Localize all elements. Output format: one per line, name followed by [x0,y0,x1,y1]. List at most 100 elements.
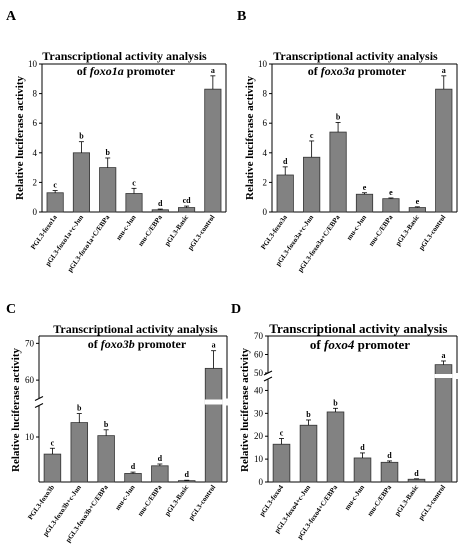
y-tick-label: 8 [263,89,268,99]
significance-label: d [283,157,288,166]
panel-title: Transcriptional activity analysis of fox… [42,49,209,78]
significance-label: a [212,341,216,350]
plot-area: 0246810cPGL3-foxo1abpGL3-foxo1a+c-JunbpG… [28,59,227,274]
category-label: PGL3-foxo3b [26,483,56,521]
title-of: of [77,64,88,78]
category-label: PGL3-foxo1a [29,213,59,251]
bar [408,207,426,213]
y-tick-label: 60 [25,375,35,385]
y-tick-label: 60 [254,350,264,360]
significance-label: b [333,398,338,407]
y-tick-label: 0 [33,207,38,217]
significance-label: c [53,181,57,190]
category-label: mu-C/EBPa [367,213,395,248]
significance-label: d [184,470,189,479]
bar [204,367,223,483]
y-tick-label: 10 [258,59,268,69]
significance-label: b [105,148,110,157]
significance-label: e [416,197,420,206]
title-of: of [308,64,319,78]
category-label: mu-C/EBPa [136,483,164,518]
bar [72,152,90,213]
significance-label: d [158,454,163,463]
category-label: pGL3-control [186,214,216,252]
category-label: pGL3-control [417,214,447,252]
y-axis-label: Relative luciferase activity [239,348,251,473]
bar [382,198,400,213]
bar [326,411,345,483]
bar [99,167,117,213]
bar [97,435,115,483]
y-tick-label: 50 [254,368,264,378]
significance-label: b [336,112,341,121]
title-of: of [310,337,322,352]
category-label: mu-c-Jun [115,213,138,241]
category-label: pGL3-Basic [163,484,190,518]
axis-break-mark [34,396,44,401]
title-suffix: promoter [358,337,411,352]
bar [204,88,222,213]
bar [434,364,453,483]
significance-label: e [389,188,393,197]
panel-label: D [231,302,241,317]
y-tick-label: 6 [33,118,38,128]
category-label: mu-c-Jun [343,483,366,511]
significance-label: b [306,410,311,419]
axis-break-mark [263,376,273,382]
bar [125,193,143,213]
plot-area: 0246810dPGL3-foxo3acpGL3-foxo3a+c-JunbpG… [258,59,458,274]
significance-label: b [77,404,82,413]
y-tick-label: 2 [33,177,38,187]
category-label: pGL3-control [187,484,217,522]
category-label: mu-c-Jun [345,213,368,241]
plot-area: 106070cPGL3-foxo3bbpGL3-foxo3b+c-JunbpGL… [25,335,228,544]
y-tick-label: 10 [28,59,38,69]
title-suffix: promoter [127,64,176,78]
title-gene: foxo4 [324,337,355,352]
title-gene: foxo1a [90,64,124,78]
panel-d: D Transcriptional activity analysis of f… [231,302,458,541]
y-tick-label: 70 [254,331,264,341]
y-tick-label: 10 [254,454,264,464]
category-label: pGL3-Basic [393,484,420,518]
significance-label: d [131,462,136,471]
significance-label: b [104,420,109,429]
title-of: of [88,337,99,351]
bar [329,131,347,213]
y-tick-label: 20 [254,431,264,441]
significance-label: cd [183,196,192,205]
bar [407,478,426,483]
y-tick-label: 2 [263,177,268,187]
bar [177,480,196,483]
plot-area: 010203040506070cpGL3-foxo4bpGL3-foxo4+c-… [254,331,458,541]
panel-title: Transcriptional activity analysis of fox… [269,321,450,352]
category-label: pGL3-control [417,484,447,522]
bar [46,192,64,213]
significance-label: a [442,66,446,75]
bar [276,174,294,213]
panel-label: A [6,9,17,24]
title-line-1: Transcriptional activity analysis [42,49,207,63]
bar [435,88,453,213]
y-tick-label: 30 [254,408,264,418]
bar-break-band [204,399,223,405]
title-line-1: Transcriptional activity analysis [53,322,218,336]
significance-label: d [414,469,419,478]
y-tick-label: 0 [263,207,268,217]
category-label: PGL3-foxo3a [259,213,289,251]
bar [151,209,169,213]
significance-label: c [280,429,284,438]
bar [272,443,291,483]
bar [303,156,321,213]
category-label: mu-C/EBPa [137,213,165,248]
panel-label: B [237,9,246,24]
bar [70,422,89,483]
significance-label: a [211,66,215,75]
bar [355,193,374,213]
significance-label: b [79,132,84,141]
significance-label: d [387,451,392,460]
y-tick-label: 70 [25,338,35,348]
title-gene: foxo3b [101,337,135,351]
bar [353,457,372,483]
